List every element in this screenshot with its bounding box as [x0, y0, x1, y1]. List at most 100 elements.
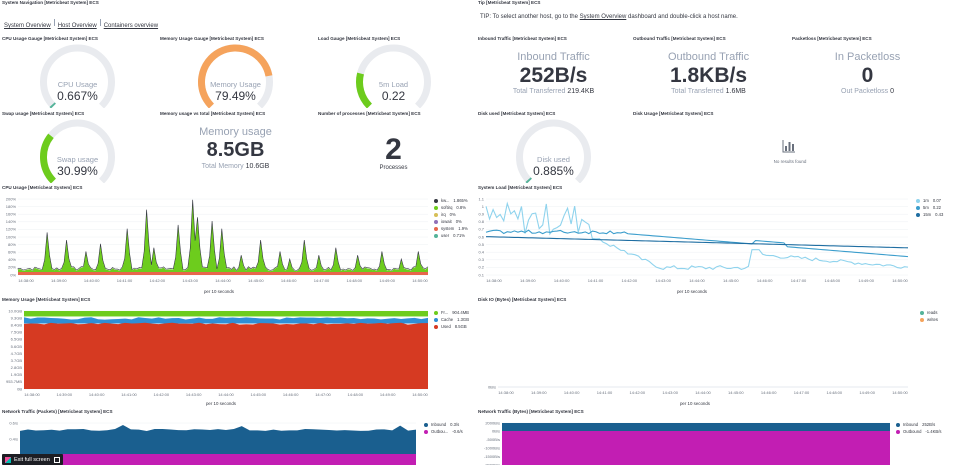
y-tick-label: 180%: [6, 204, 17, 209]
panel-title: Tip [Metricbeat System] ECS: [478, 0, 541, 5]
legend-name: kw...: [441, 198, 450, 203]
x-tick-label: 14:46:00: [281, 278, 297, 283]
legend-value: 252B/s: [922, 422, 936, 427]
legend-item[interactable]: irq 0%: [434, 211, 468, 218]
system-overview-link[interactable]: System Overview: [4, 23, 51, 29]
swap-usage-gauge-panel: Swap usage [Metricbeat System] ECS Swap …: [0, 111, 155, 183]
x-tick-label: 14:48:00: [347, 278, 363, 283]
metric-subtext: Out Packetloss 0: [841, 88, 894, 95]
cpu-area-softirq: [18, 200, 428, 275]
x-tick-label: 14:48:00: [825, 278, 841, 283]
legend-value: -0.6/s: [452, 429, 463, 434]
legend-item[interactable]: Outbound -1.4KB/s: [896, 428, 941, 435]
tip-system-overview-link[interactable]: System Overview: [579, 14, 627, 20]
system-load-chart-panel: System Load [Metricbeat System] ECS 1.1 1…: [476, 185, 954, 298]
gauge-fill: [40, 133, 57, 183]
x-tick-label: 14:45:00: [251, 392, 267, 397]
containers-overview-link[interactable]: Containers overview: [103, 23, 159, 29]
y-tick-label: 5.6GB: [11, 344, 23, 349]
legend-item[interactable]: writes: [920, 316, 942, 323]
x-tick-label: 14:49:00: [858, 278, 874, 283]
legend-name: 1m: [923, 198, 929, 203]
legend-item[interactable]: Inbound 252B/s: [896, 421, 941, 428]
x-tick-label: 14:40:00: [554, 278, 570, 283]
x-tick-label: 14:44:00: [218, 392, 234, 397]
legend-color-icon: [916, 198, 920, 203]
legend-item[interactable]: reads: [920, 309, 942, 316]
x-tick-label: 14:50:00: [892, 390, 908, 395]
memory-usage-vs-total-panel: Memory usage vs total [Metricbeat System…: [158, 111, 313, 183]
system-load-chart: 1.1 1 0.9 0.8 0.7 0.6 0.5 0.4 0.3 0.2 0.114:38:00 1…: [478, 196, 909, 283]
legend-item[interactable]: iowait 0%: [434, 218, 468, 225]
legend-item[interactable]: Outbou... -0.6/s: [424, 428, 463, 435]
legend-name: Used: [441, 324, 451, 329]
metric-label: Memory usage: [199, 126, 272, 138]
host-overview-link[interactable]: Host Overview: [57, 23, 97, 29]
x-tick-label: 14:45:00: [728, 390, 744, 395]
memory-usage-gauge-panel: Memory Usage Gauge [Metricbeat System] E…: [158, 36, 313, 108]
panel-title: Memory Usage [Metricbeat System] ECS: [2, 297, 91, 302]
exit-full-screen-button[interactable]: Exit full screen: [2, 454, 63, 465]
load-gauge-panel: Load Gauge [Metricbeat System] ECS 5m Lo…: [316, 36, 471, 108]
number-of-processes-panel: Number of processes [Metricbeat System] …: [316, 111, 471, 183]
legend-item[interactable]: Used 8.5GB: [434, 323, 469, 330]
x-axis-label: per 10 seconds: [676, 289, 708, 294]
gauge-fill: [356, 72, 373, 108]
metric-value: 1.8KB/s: [669, 64, 748, 87]
x-tick-label: 14:42:00: [630, 390, 646, 395]
chart-bar-icon: [782, 140, 795, 153]
legend-item[interactable]: Inbound 0.3/s: [424, 421, 463, 428]
x-axis-label: per 10 seconds: [205, 401, 237, 406]
metric-label: In Packetloss: [834, 51, 901, 63]
x-tick-label: 14:47:00: [791, 278, 807, 283]
x-tick-label: 14:44:00: [695, 390, 711, 395]
y-tick-label: 0B/s: [492, 429, 500, 434]
panel-title: CPU Usage Gauge [Metricbeat System] ECS: [2, 36, 98, 41]
metric-value: 2: [385, 133, 402, 166]
legend-item[interactable]: kw... 1.865%: [434, 197, 468, 204]
gauge-arc: [40, 44, 115, 108]
legend-item[interactable]: 15m 0.43: [916, 211, 943, 218]
gauge-arc: [40, 119, 115, 183]
legend-name: Outbou...: [431, 429, 449, 434]
legend-item[interactable]: system 1.9%: [434, 225, 468, 232]
network-bytes-chart: 2000B/s 0B/s -500B/s -1000B/s -1500B/s -2000B…: [484, 420, 890, 465]
network-bytes-outbound-area: [502, 431, 890, 465]
y-tick-label: -1000B/s: [484, 446, 500, 451]
memory-usage-chart: 10.0GB 9.3GB 8.4GB 7.5GB 6.5GB 5.6GB 4.7GB 3.7G…: [6, 308, 429, 397]
legend-item[interactable]: softirq 0.8%: [434, 204, 468, 211]
legend-value: 8.5GB: [454, 324, 467, 329]
x-tick-label: 14:46:00: [283, 392, 299, 397]
no-results-message: No results found: [773, 159, 807, 164]
line-15m: [485, 236, 909, 249]
x-tick-label: 14:40:00: [89, 392, 105, 397]
network-bytes-inbound-area: [502, 423, 890, 431]
metric-subtext: Total Transferred 219.4KB: [512, 88, 595, 95]
y-tick-label: 0%: [10, 272, 16, 277]
gauge-label: Swap usage: [56, 155, 99, 164]
legend-item[interactable]: user 0.71%: [434, 232, 468, 239]
y-tick-label: 0.1: [478, 272, 484, 277]
panel-title: Network Traffic (Packets) [Metricbeat Sy…: [2, 409, 113, 414]
y-tick-label: 80%: [8, 242, 16, 247]
x-tick-label: 14:38:00: [24, 392, 40, 397]
x-tick-label: 14:43:00: [655, 278, 671, 283]
legend-item[interactable]: 5m 0.22: [916, 204, 943, 211]
legend-color-icon: [916, 212, 920, 217]
gauge-track: [40, 44, 115, 108]
x-tick-label: 14:48:00: [348, 392, 364, 397]
kibana-logo-icon: [5, 456, 11, 463]
y-tick-label: 100%: [6, 234, 17, 239]
nav-separator: [99, 19, 101, 27]
x-tick-label: 14:40:00: [564, 390, 580, 395]
legend-item[interactable]: Cache 1.3GB: [434, 316, 469, 323]
gauge-arc: [356, 44, 431, 108]
legend-item[interactable]: 1m 0.07: [916, 197, 943, 204]
y-tick-label: 1: [482, 204, 485, 209]
legend-item[interactable]: Fr... 904.4MB: [434, 309, 469, 316]
x-tick-label: 14:41:00: [117, 278, 133, 283]
panel-title: Packetloss [Metricbeat System] ECS: [792, 36, 872, 41]
legend-name: user: [441, 233, 450, 238]
y-tick-label: 0.4: [478, 250, 484, 255]
legend-name: Fr...: [441, 310, 449, 315]
